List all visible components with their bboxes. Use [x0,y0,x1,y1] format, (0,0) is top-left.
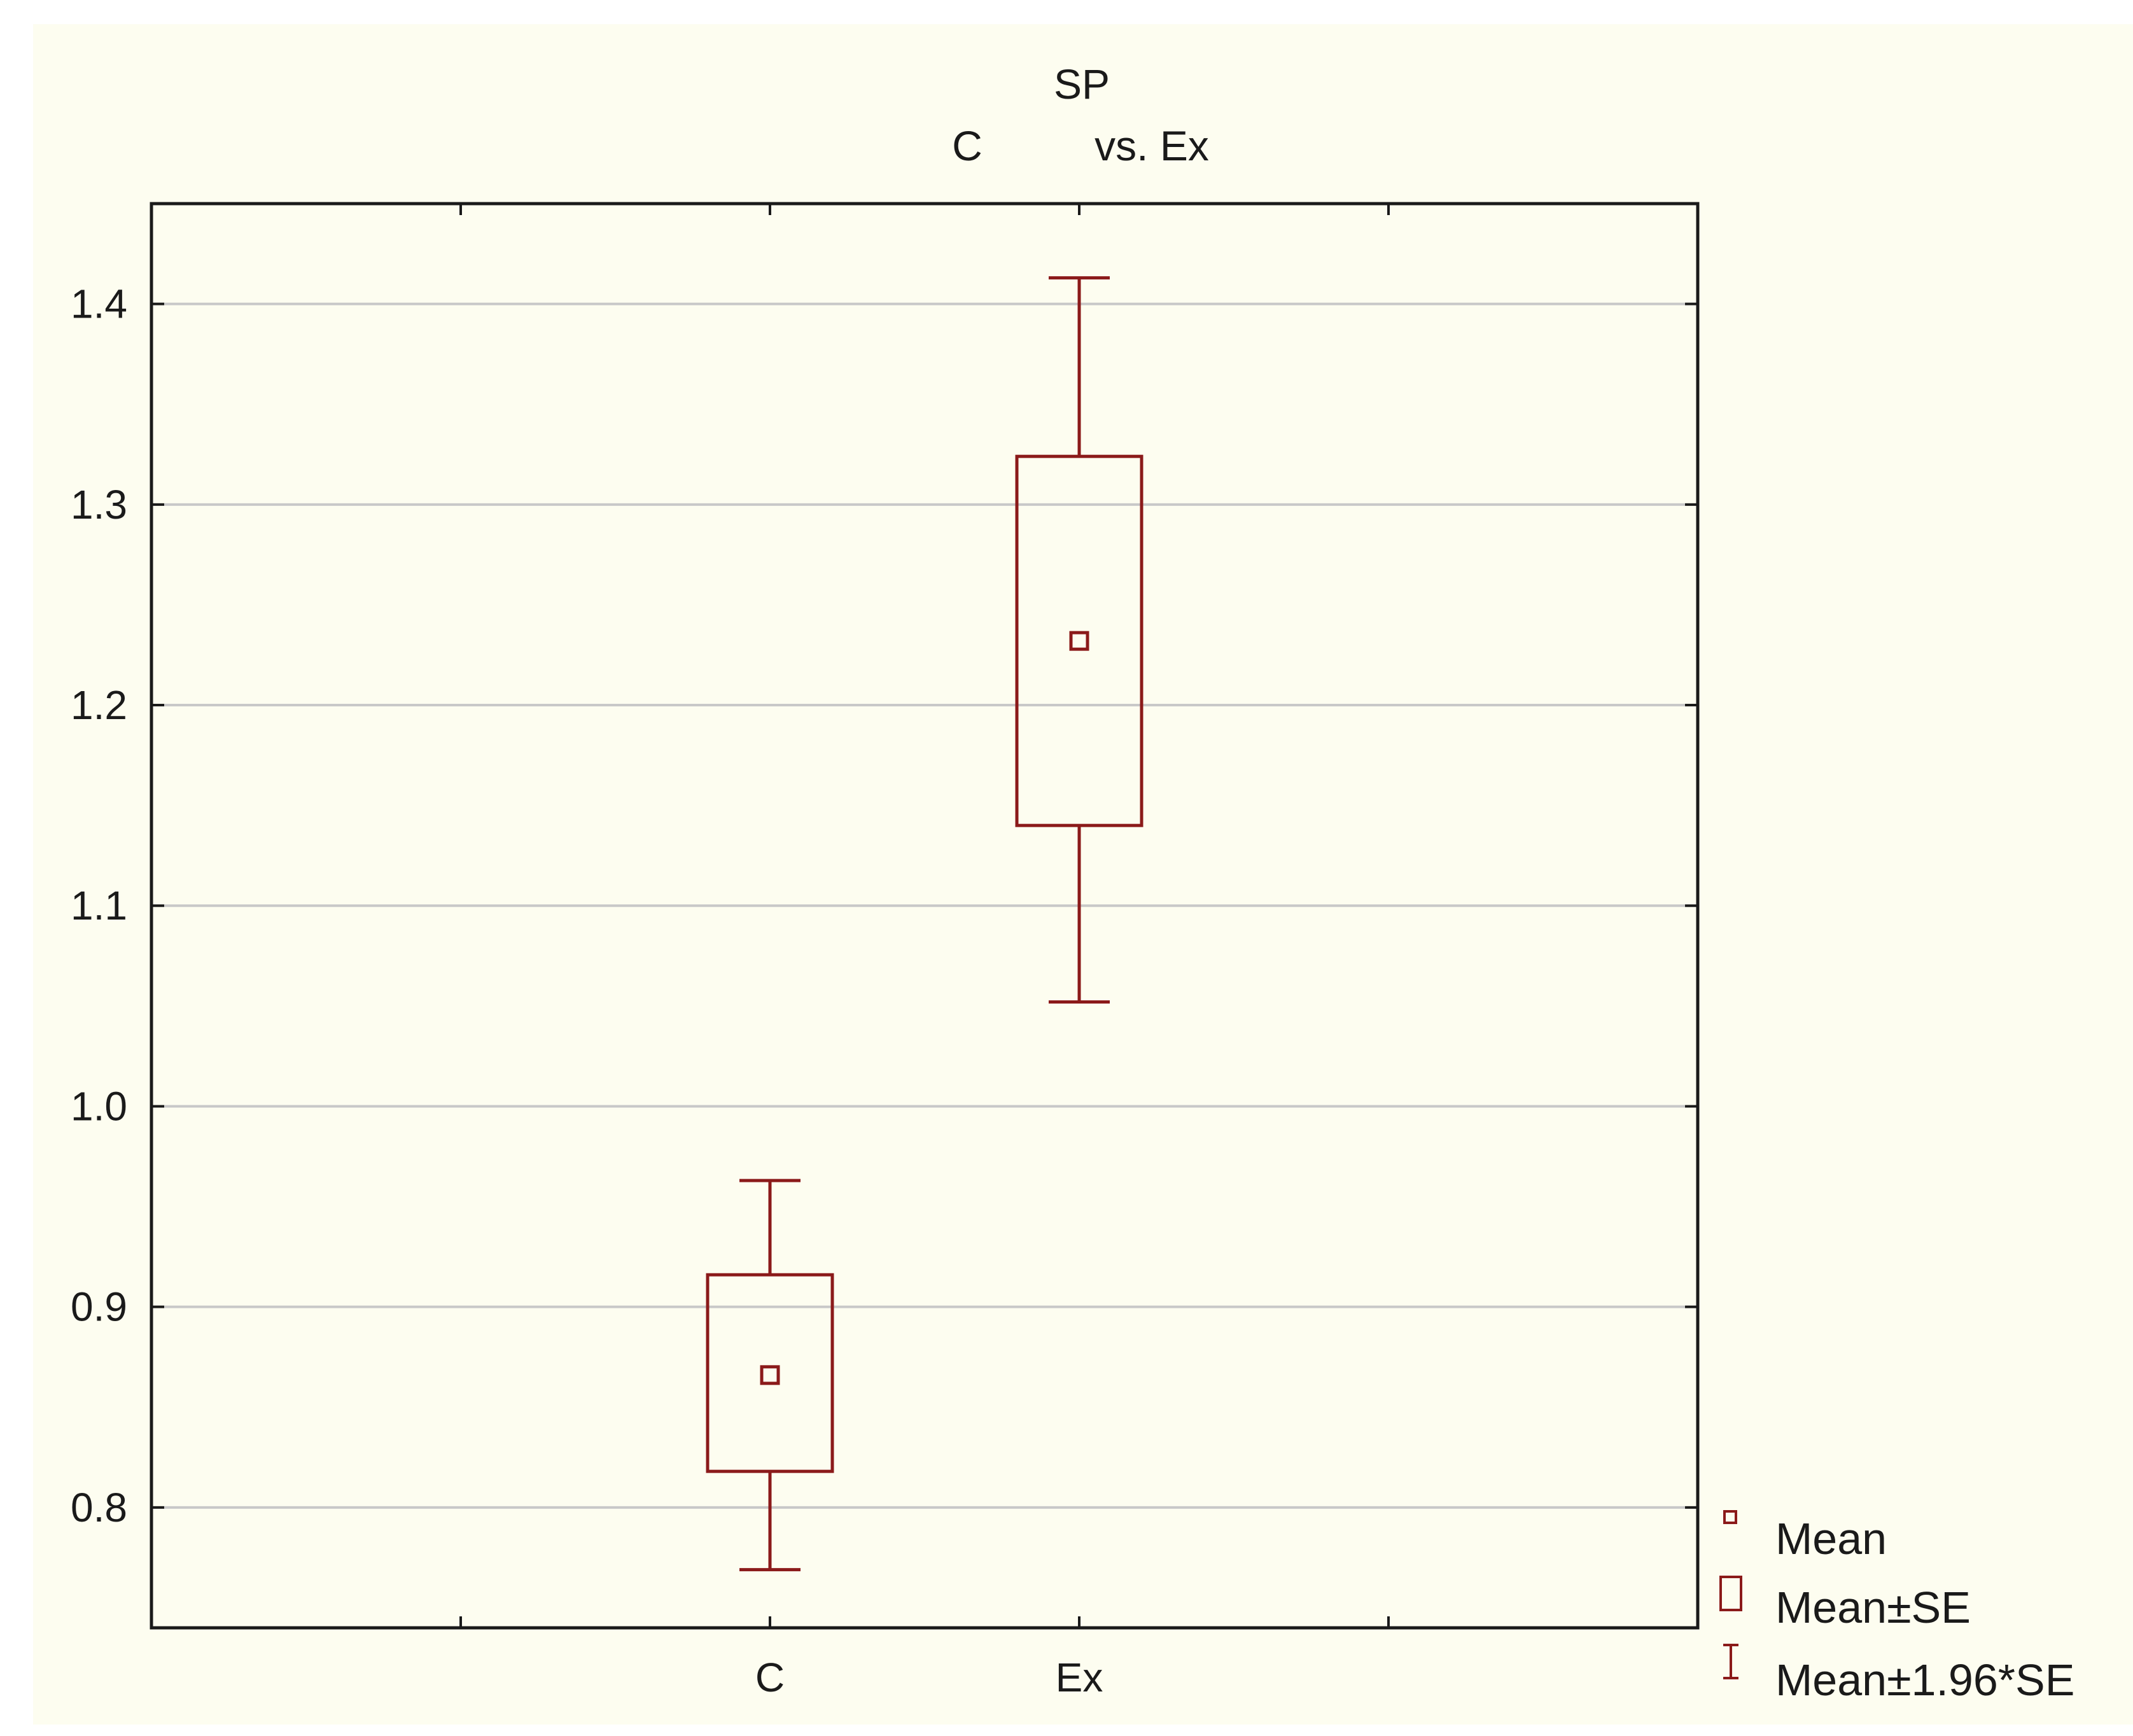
y-tick-label: 1.2 [71,682,127,728]
legend-ci-label: Mean±1.96*SE [1775,1655,2074,1705]
legend-se-label: Mean±SE [1775,1583,1971,1632]
y-tick-label: 0.9 [71,1284,127,1330]
legend-se-icon [1719,1576,1742,1611]
box-group-c [706,1179,834,1572]
y-tick-label: 1.0 [71,1083,127,1129]
mean-marker [1069,631,1089,651]
chart-frame [33,24,2133,1725]
y-tick-label: 1.4 [71,281,127,327]
y-tick-label: 0.8 [71,1485,127,1530]
y-tick-label: 1.3 [71,482,127,528]
chart-title: SP [1054,60,1110,108]
box-marks [706,276,1143,1572]
chart-subtitle-left: C [952,122,983,169]
legend-mean-label: Mean [1775,1514,1887,1564]
grid-lines [151,302,1698,1509]
chart-subtitle-right: vs. Ex [1094,122,1209,169]
legend-mean-icon [1723,1510,1737,1524]
plot-area-border [150,202,1700,1630]
se-box [1015,454,1143,827]
se-box [706,1273,834,1473]
legend: Mean Mean±SE Mean±1.96*SE [1719,1510,2074,1705]
x-tick-label: C [755,1655,785,1700]
legend-ci-icon [1723,1644,1738,1679]
y-axis-ticks: 0.8 0.9 1.0 1.1 1.2 1.3 1.4 [71,281,1698,1530]
y-tick-label: 1.1 [71,883,127,928]
x-tick-label: Ex [1056,1655,1103,1700]
x-axis-ticks: C Ex [459,204,1390,1700]
box-group-ex [1015,276,1143,1004]
mean-marker [760,1365,780,1385]
